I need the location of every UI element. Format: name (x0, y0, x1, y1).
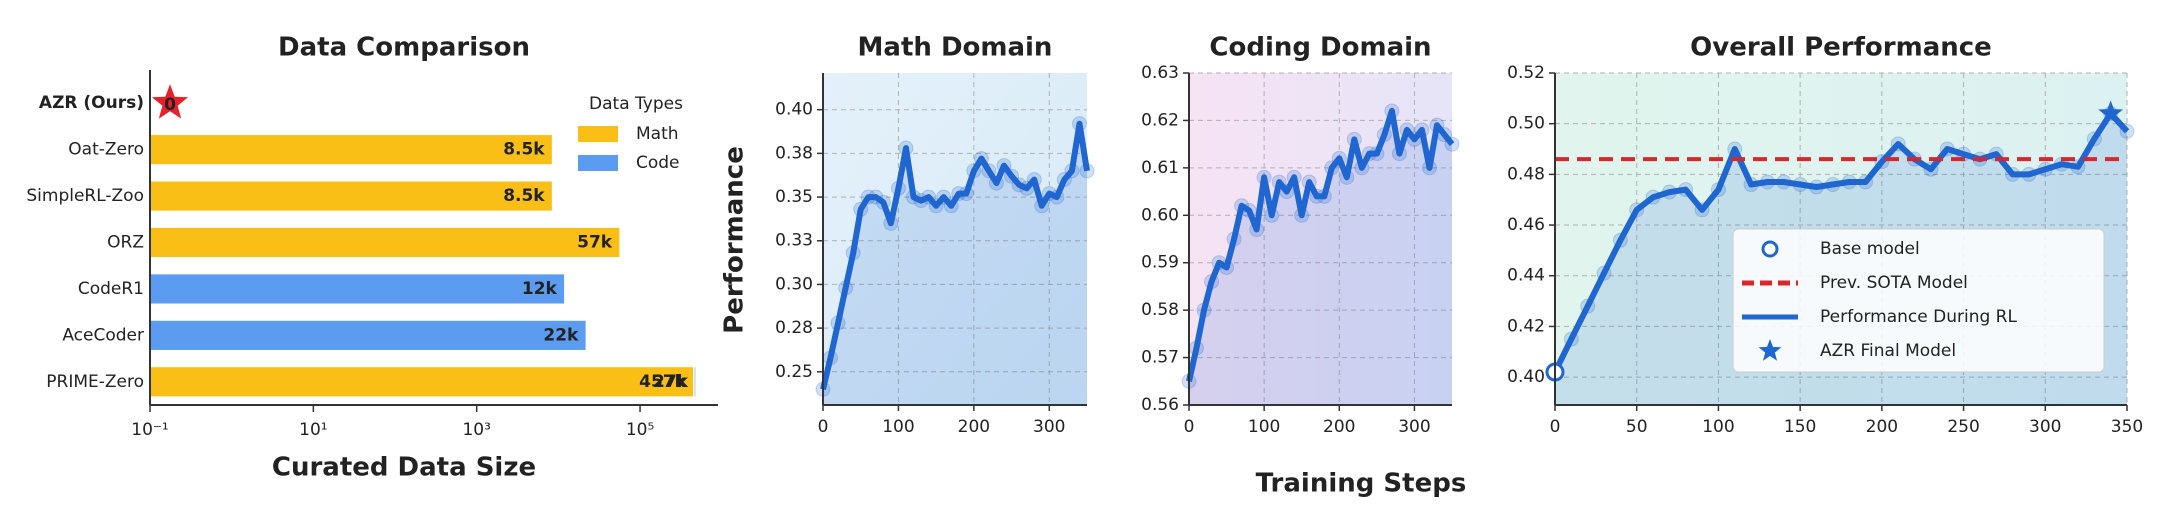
y-tick-label: 0.28 (775, 318, 813, 338)
x-tick-label: 10⁵ (626, 420, 654, 440)
legend-label: Performance During RL (1820, 307, 2017, 327)
x-tick-label: 250 (1947, 417, 1979, 437)
y-tick-label: 0.50 (1507, 114, 1545, 134)
y-axis-label: Performance (720, 146, 750, 334)
x-tick-label: 300 (1033, 417, 1065, 437)
category-label: CodeR1 (78, 279, 144, 299)
y-tick-label: 0.48 (1507, 164, 1545, 184)
bar (149, 365, 695, 398)
y-tick-label: 0.38 (775, 143, 813, 163)
chart-title: Data Comparison (278, 33, 530, 63)
category-label: AZR (Ours) (39, 93, 144, 113)
y-tick-label: 0.46 (1507, 215, 1545, 235)
chart-title: Coding Domain (1209, 33, 1431, 63)
legend-title: Data Types (589, 94, 683, 114)
x-tick-label: 0 (818, 417, 829, 437)
line (820, 120, 1090, 390)
legend-marker (1761, 240, 1779, 258)
y-tick-label: 0.44 (1507, 266, 1545, 286)
category-label: Oat-Zero (68, 140, 144, 160)
line (1552, 110, 2130, 374)
area (823, 123, 1087, 405)
x-tick-label: 0 (1184, 417, 1195, 437)
value-label: 8.5k (503, 140, 545, 160)
x-tick-label: 150 (1784, 417, 1816, 437)
bar (693, 365, 697, 398)
x-tick-label: 50 (1626, 417, 1648, 437)
x-tick-label: 10⁻¹ (131, 420, 168, 440)
y-tick-label: 0.57 (1141, 348, 1179, 368)
x-tick-label: 300 (2029, 417, 2061, 437)
bar (149, 319, 588, 352)
line (1186, 107, 1455, 382)
bar (149, 272, 566, 306)
y-tick-label: 0.40 (775, 100, 813, 120)
category-label: AceCoder (62, 325, 144, 345)
legend-swatch (578, 155, 618, 171)
x-axis-label: Curated Data Size (272, 453, 536, 483)
x-tick-label: 200 (1323, 417, 1355, 437)
marker-star (2098, 100, 2123, 125)
legend-label: Base model (1820, 239, 1920, 259)
value-label: 27k (653, 372, 689, 392)
y-tick-label: 0.61 (1141, 158, 1179, 178)
shared-x-label: Training Steps (1256, 469, 1467, 499)
x-tick-label: 300 (1398, 417, 1430, 437)
x-tick-label: 100 (1702, 417, 1734, 437)
y-tick-label: 0.25 (775, 362, 813, 382)
legend-label: Math (636, 124, 679, 144)
x-tick-label: 0 (1550, 417, 1561, 437)
legend-label: Prev. SOTA Model (1820, 273, 1968, 293)
y-tick-label: 0.58 (1141, 300, 1179, 320)
legend-marker (1758, 339, 1782, 361)
legend-label: AZR Final Model (1820, 341, 1956, 361)
value-label: 57k (577, 233, 613, 253)
category-label: PRIME-Zero (46, 372, 144, 392)
legend-box (1732, 228, 2105, 373)
legend-label: Code (636, 153, 680, 173)
x-tick-label: 200 (958, 417, 990, 437)
value-label: 0 (164, 95, 176, 115)
y-tick-label: 0.59 (1141, 253, 1179, 273)
bar (149, 226, 621, 259)
y-tick-label: 0.56 (1141, 395, 1179, 415)
y-tick-label: 0.40 (1507, 367, 1545, 387)
highlight-star (151, 84, 189, 119)
y-tick-label: 0.52 (1507, 63, 1545, 83)
chart-title: Overall Performance (1690, 33, 1992, 63)
chart-title: Math Domain (858, 33, 1053, 63)
x-tick-label: 200 (1866, 417, 1898, 437)
x-tick-label: 100 (882, 417, 914, 437)
value-label: 22k (543, 325, 579, 345)
y-tick-label: 0.42 (1507, 316, 1545, 336)
value-label: 8.5k (503, 186, 545, 206)
y-tick-label: 0.60 (1141, 205, 1179, 225)
plot-background (823, 73, 1087, 405)
y-tick-label: 0.62 (1141, 110, 1179, 130)
legend: Base model Prev. SOTA Model Performance Du… (1732, 228, 2105, 373)
value-label: 12k (522, 279, 558, 299)
category-label: SimpleRL-Zoo (26, 186, 144, 206)
y-tick-label: 0.63 (1141, 63, 1179, 83)
category-label: ORZ (107, 233, 144, 253)
value-label: 457k (639, 372, 686, 392)
area (1189, 110, 1452, 406)
y-tick-label: 0.30 (775, 274, 813, 294)
legend-swatch (578, 126, 618, 142)
bar (149, 133, 554, 166)
x-tick-label: 10¹ (299, 420, 327, 440)
y-tick-label: 0.35 (775, 187, 813, 207)
x-tick-label: 350 (2111, 417, 2143, 437)
bar (149, 180, 554, 213)
x-tick-label: 10³ (462, 420, 490, 440)
y-tick-label: 0.33 (775, 231, 813, 251)
x-tick-label: 100 (1248, 417, 1280, 437)
